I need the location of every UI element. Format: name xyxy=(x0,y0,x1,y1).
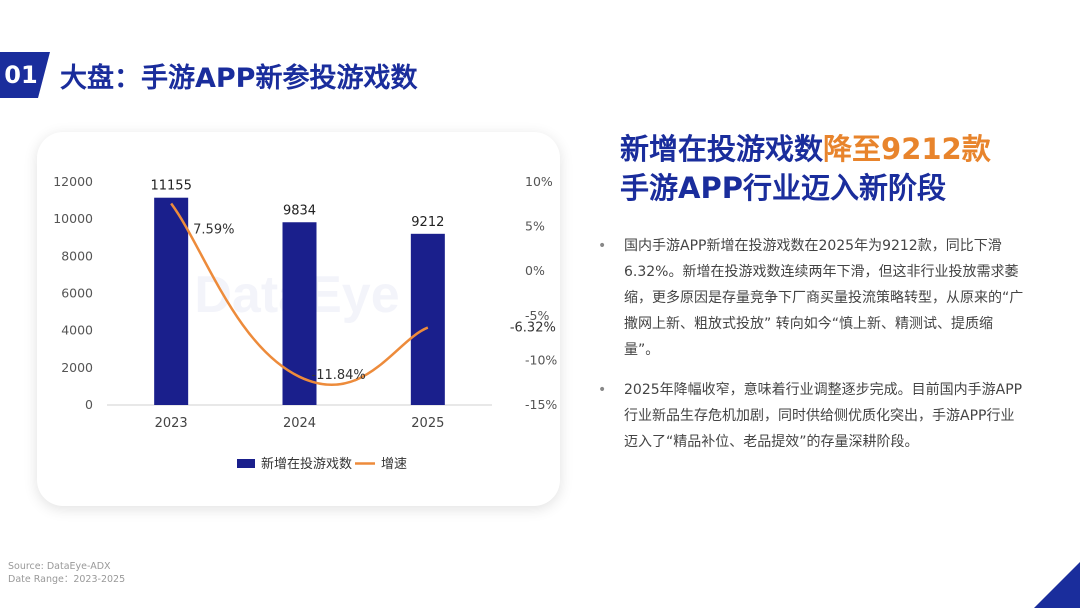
date-range-line: Date Range：2023-2025 xyxy=(8,574,126,585)
bar-2023 xyxy=(154,197,189,405)
y-right-tick-label: 10% xyxy=(525,174,553,189)
y-left-tick-label: 4000 xyxy=(61,323,93,338)
line-data-label: -11.84% xyxy=(312,368,366,383)
headline-line-1: 新增在投游戏数降至9212款 xyxy=(620,130,991,169)
bullet-item: 国内手游APP新增在投游戏数在2025年为9212款，同比下滑6.32%。新增在… xyxy=(598,233,1028,363)
y-left-tick-label: 2000 xyxy=(61,360,93,375)
y-right-tick-label: -5% xyxy=(525,308,549,323)
y-left-tick-label: 6000 xyxy=(61,286,93,301)
combo-chart: DataEye020004000600080001000012000-15%-1… xyxy=(53,174,557,472)
headline-line-2: 手游APP行业迈入新阶段 xyxy=(620,171,946,205)
legend-line-label: 增速 xyxy=(381,457,407,472)
bar-data-label: 11155 xyxy=(150,179,191,194)
headline-prefix: 新增在投游戏数 xyxy=(620,132,824,166)
chart-card: DataEye020004000600080001000012000-15%-1… xyxy=(37,132,560,506)
y-left-tick-label: 10000 xyxy=(53,211,93,226)
bar-2024 xyxy=(282,222,317,405)
bar-data-label: 9212 xyxy=(411,215,444,230)
headline: 新增在投游戏数降至9212款 手游APP行业迈入新阶段 xyxy=(620,130,991,208)
x-tick-label: 2023 xyxy=(155,416,188,431)
y-right-tick-label: -10% xyxy=(525,352,557,367)
source-line: Source: DataEye-ADX xyxy=(8,561,111,572)
headline-highlight: 降至9212款 xyxy=(823,132,991,166)
bar-data-label: 9834 xyxy=(283,203,316,218)
line-data-label: 7.59% xyxy=(193,222,234,237)
legend-bar-label: 新增在投游戏数 xyxy=(261,456,352,472)
y-right-tick-label: 5% xyxy=(525,219,545,234)
source-note: Source: DataEye-ADX Date Range：2023-2025 xyxy=(8,560,125,586)
page-title: 大盘：手游APP新参投游戏数 xyxy=(60,63,418,94)
bullet-list: 国内手游APP新增在投游戏数在2025年为9212款，同比下滑6.32%。新增在… xyxy=(598,233,1028,469)
x-tick-label: 2024 xyxy=(283,416,316,431)
y-left-tick-label: 12000 xyxy=(53,174,93,189)
growth-line xyxy=(170,202,429,386)
bullet-item: 2025年降幅收窄，意味着行业调整逐步完成。目前国内手游APP行业新品生存危机加… xyxy=(598,377,1028,455)
legend-bar-swatch xyxy=(237,459,255,468)
y-right-tick-label: -15% xyxy=(525,397,557,412)
section-badge: 01 xyxy=(0,52,50,98)
line-data-label: -6.32% xyxy=(510,321,556,336)
y-left-tick-label: 8000 xyxy=(61,248,93,263)
corner-decoration xyxy=(1034,562,1080,608)
y-right-tick-label: 0% xyxy=(525,263,545,278)
bar-2025 xyxy=(410,233,445,405)
x-tick-label: 2025 xyxy=(411,416,444,431)
y-left-tick-label: 0 xyxy=(85,397,93,412)
